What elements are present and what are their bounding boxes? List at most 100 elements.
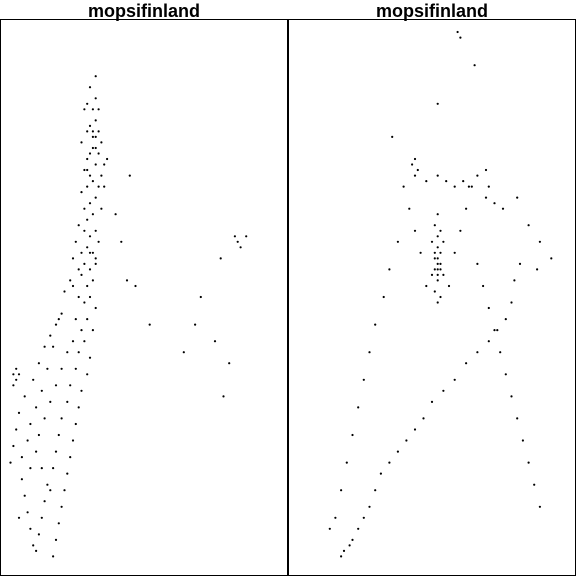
scatter-point-right-77 — [476, 262, 479, 265]
scatter-point-left-145 — [228, 362, 231, 365]
scatter-point-right-13 — [462, 180, 465, 183]
scatter-point-right-46 — [357, 527, 360, 530]
scatter-point-left-124 — [40, 389, 43, 392]
scatter-point-left-7 — [97, 130, 100, 133]
scatter-point-left-109 — [91, 135, 94, 138]
scatter-point-left-26 — [83, 207, 86, 210]
scatter-point-left-148 — [148, 323, 151, 326]
scatter-point-left-92 — [46, 483, 49, 486]
scatter-point-right-106 — [433, 268, 436, 271]
scatter-point-right-9 — [425, 180, 428, 183]
scatter-point-left-132 — [15, 378, 18, 381]
scatter-point-right-51 — [436, 213, 439, 216]
scatter-point-left-71 — [23, 395, 26, 398]
scatter-point-left-76 — [43, 417, 46, 420]
scatter-point-right-79 — [482, 284, 485, 288]
scatter-point-right-66 — [425, 284, 428, 288]
scatter-point-right-107 — [436, 273, 439, 276]
scatter-point-left-103 — [32, 544, 35, 547]
scatter-point-right-83 — [493, 329, 496, 332]
scatter-point-right-28 — [510, 301, 513, 304]
scatter-point-left-119 — [77, 268, 80, 271]
scatter-point-left-141 — [219, 257, 222, 260]
scatter-point-right-43 — [374, 489, 377, 492]
scatter-point-right-47 — [351, 538, 354, 542]
scatter-point-left-8 — [86, 130, 89, 133]
scatter-point-left-5 — [94, 119, 97, 122]
scatter-point-right-86 — [362, 378, 365, 381]
scatter-point-left-125 — [35, 406, 38, 409]
scatter-point-left-84 — [35, 450, 38, 453]
scatter-point-right-7 — [416, 168, 419, 172]
scatter-point-right-50 — [340, 555, 343, 558]
scatter-point-left-36 — [91, 251, 94, 254]
scatter-point-right-14 — [467, 185, 470, 188]
scatter-point-right-30 — [496, 329, 499, 332]
scatter-point-right-3 — [436, 102, 439, 105]
scatter-point-left-129 — [40, 467, 43, 470]
scatter-point-left-135 — [15, 367, 18, 370]
scatter-point-right-88 — [357, 406, 360, 409]
scatter-point-right-62 — [436, 279, 439, 282]
scatter-point-right-60 — [430, 273, 434, 276]
scatter-point-right-18 — [484, 196, 488, 199]
scatter-point-left-19 — [100, 174, 103, 177]
scatter-point-right-25 — [536, 268, 539, 271]
scatter-point-right-61 — [442, 273, 445, 276]
scatter-point-left-70 — [80, 389, 83, 392]
scatter-point-left-55 — [91, 329, 94, 332]
scatter-point-left-28 — [91, 213, 94, 216]
scatter-point-left-22 — [97, 185, 100, 188]
scatter-point-right-101 — [433, 251, 436, 254]
points-layer-left — [9, 75, 248, 558]
panel-frame-left — [0, 19, 288, 576]
scatter-point-left-128 — [20, 456, 23, 459]
scatter-point-right-93 — [521, 439, 525, 442]
scatter-point-right-29 — [504, 318, 507, 321]
scatter-point-left-112 — [86, 168, 89, 172]
scatter-point-right-56 — [436, 246, 439, 249]
scatter-point-right-36 — [430, 400, 434, 403]
scatter-point-right-24 — [550, 257, 553, 260]
scatter-point-left-1 — [88, 86, 92, 89]
scatter-point-left-105 — [52, 555, 55, 558]
scatter-point-left-118 — [94, 257, 97, 260]
scatter-point-right-45 — [362, 516, 365, 519]
scatter-point-right-67 — [447, 284, 451, 288]
scatter-point-left-61 — [77, 351, 80, 354]
scatter-point-left-58 — [83, 340, 86, 343]
scatter-point-left-13 — [97, 152, 100, 155]
scatter-point-left-52 — [86, 318, 89, 321]
scatter-point-left-72 — [49, 400, 52, 403]
scatter-point-right-37 — [422, 417, 425, 420]
scatter-point-left-50 — [60, 312, 63, 315]
scatter-point-right-81 — [487, 306, 490, 310]
scatter-point-left-16 — [103, 163, 106, 166]
scatter-point-left-121 — [57, 318, 60, 321]
scatter-point-right-65 — [436, 301, 439, 304]
scatter-point-right-15 — [476, 174, 479, 177]
scatter-point-right-53 — [439, 229, 442, 232]
scatter-point-left-94 — [23, 494, 26, 497]
scatter-point-left-43 — [91, 279, 94, 282]
scatter-point-left-104 — [35, 549, 38, 553]
scatter-point-left-97 — [26, 511, 29, 514]
scatter-point-right-73 — [465, 207, 468, 210]
scatter-point-left-100 — [29, 527, 32, 530]
scatter-point-left-21 — [86, 185, 89, 188]
scatter-point-left-38 — [83, 262, 86, 265]
scatter-point-left-136 — [12, 384, 15, 387]
scatter-point-left-30 — [77, 224, 80, 227]
scatter-point-left-117 — [88, 251, 92, 254]
scatter-point-right-69 — [453, 251, 456, 254]
scatter-point-left-152 — [114, 213, 117, 216]
scatter-point-left-126 — [29, 422, 32, 426]
scatter-point-right-23 — [538, 240, 542, 243]
scatter-point-right-11 — [445, 180, 448, 183]
scatter-point-right-10 — [436, 174, 439, 177]
scatter-point-right-57 — [433, 257, 436, 260]
scatter-point-left-137 — [239, 246, 242, 249]
scatter-point-left-75 — [17, 411, 21, 414]
scatter-point-left-108 — [91, 130, 94, 133]
scatter-point-left-44 — [86, 284, 89, 288]
